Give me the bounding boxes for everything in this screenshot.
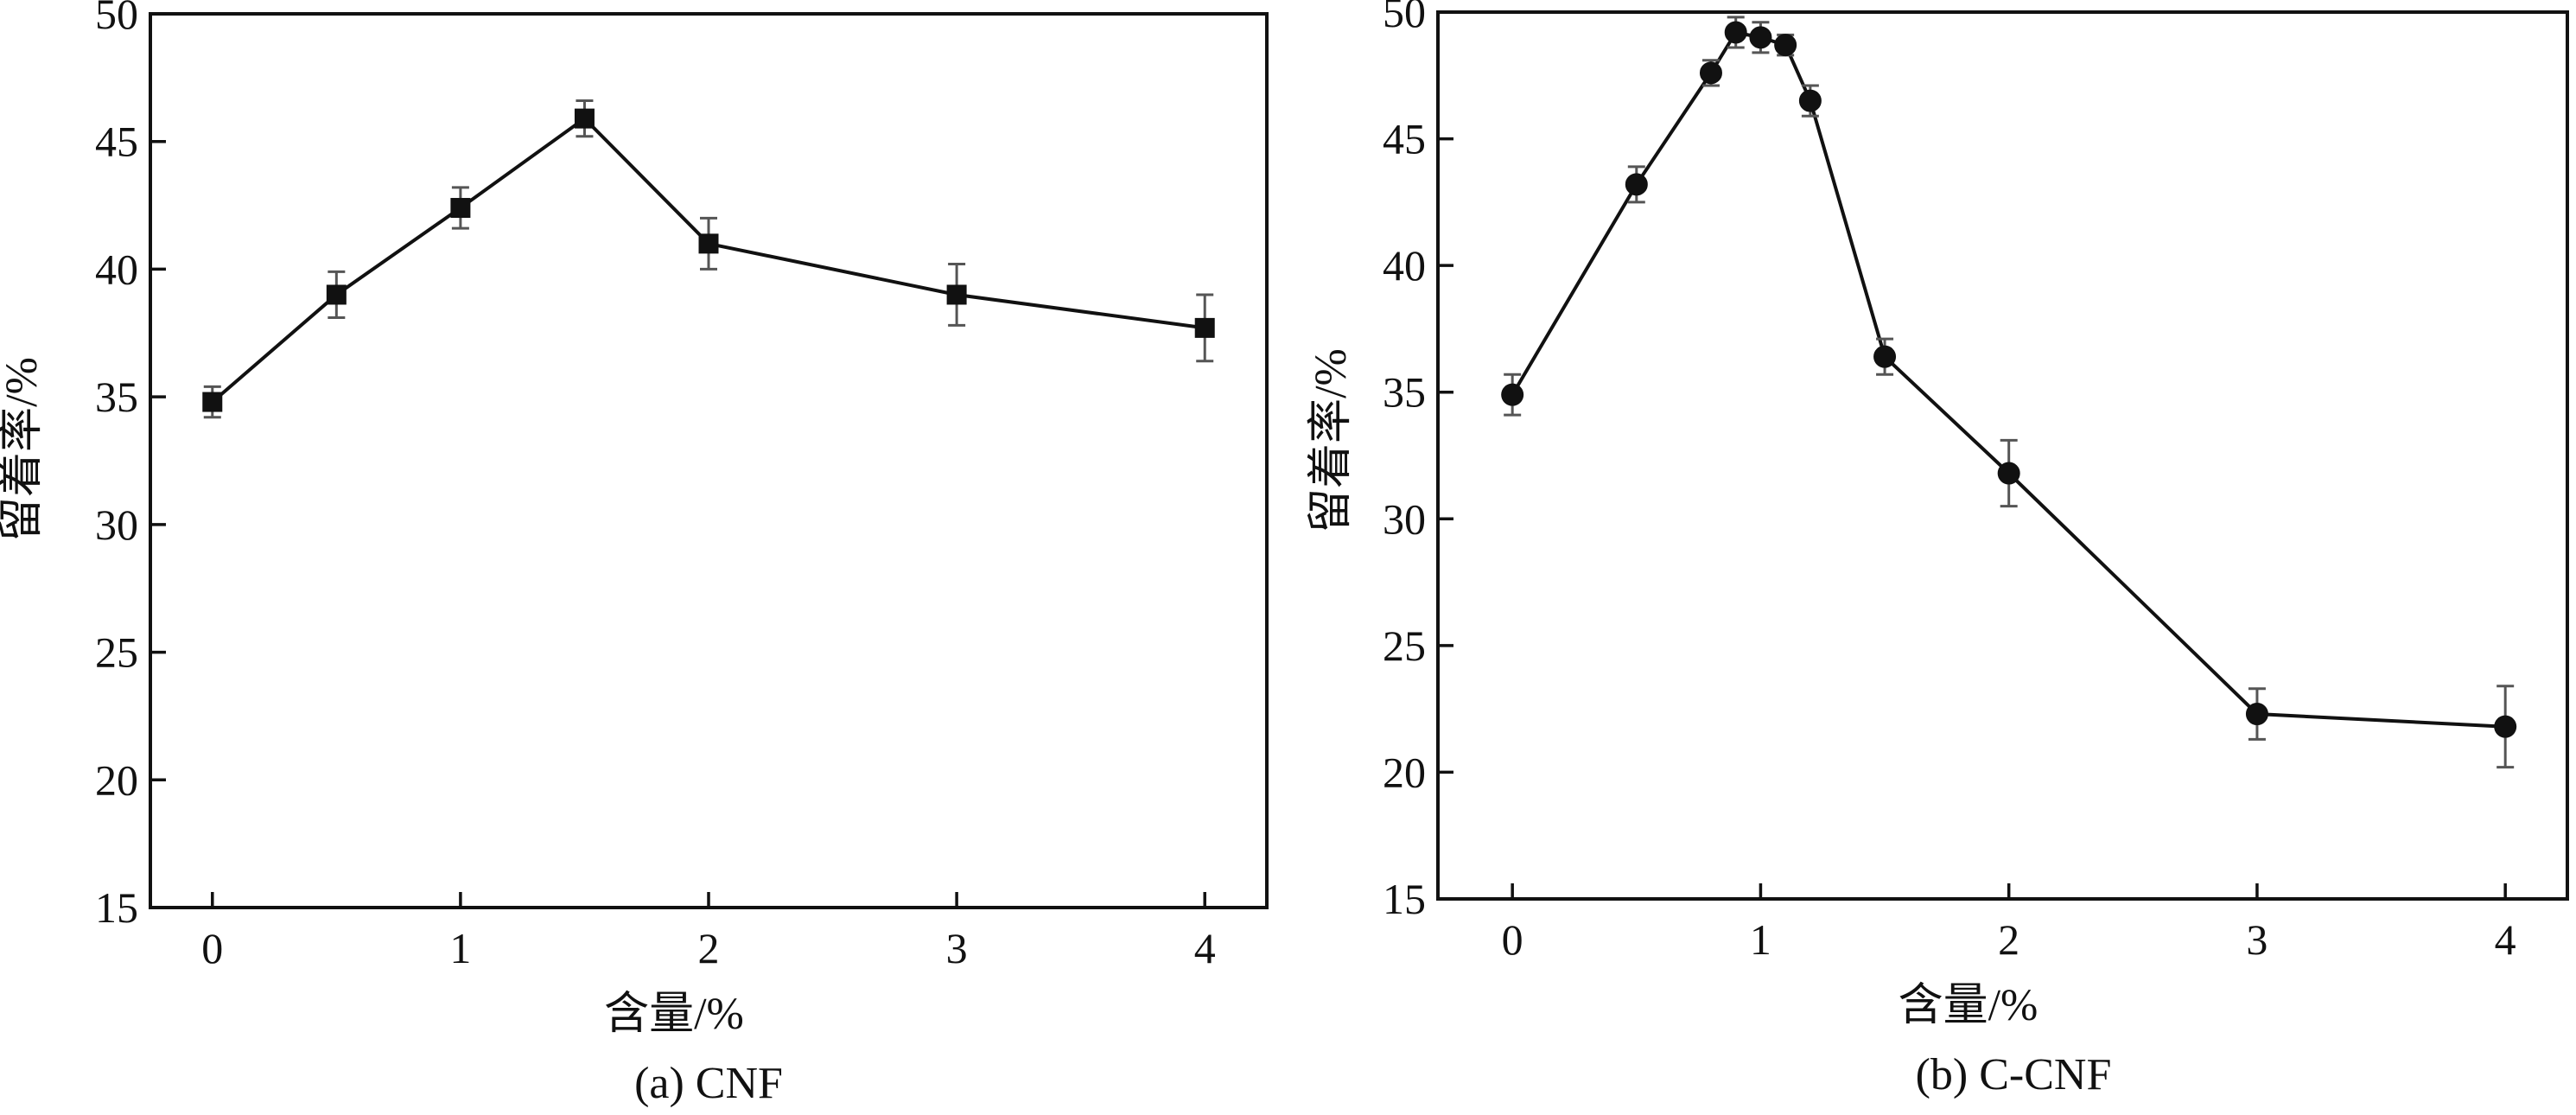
x-tick-label: 1 (1750, 915, 1771, 964)
y-tick-label: 35 (95, 373, 138, 421)
y-tick-label: 15 (95, 883, 138, 932)
y-tick-label: 50 (95, 0, 138, 38)
chart-panel-b: 15 20 25 30 35 40 45 50 0 1 2 3 4 留着率/% 含量/% (b) C-CNF (1307, 0, 2569, 1099)
data-point (698, 233, 719, 254)
data-point (450, 198, 471, 219)
y-axis-label: 留着率/% (1307, 348, 1356, 533)
data-point (946, 284, 967, 305)
data-point (574, 108, 595, 129)
data-point (1873, 345, 1897, 368)
y-tick-label: 45 (1383, 115, 1426, 163)
plot-frame (149, 12, 1269, 909)
data-point (326, 284, 347, 305)
data-point (2494, 715, 2517, 738)
x-tick-label: 0 (1502, 915, 1523, 964)
y-tick-label: 45 (95, 118, 138, 166)
data-point (1798, 89, 1822, 112)
y-tick-label: 50 (1383, 0, 1426, 36)
y-tick-label: 35 (1383, 368, 1426, 417)
x-tick-label: 0 (201, 924, 223, 972)
y-tick-label: 20 (1383, 748, 1426, 796)
x-axis-label: 含量/% (1899, 981, 2039, 1030)
y-tick-label: 25 (95, 628, 138, 677)
data-point (1749, 26, 1772, 49)
panel-caption: (b) C-CNF (1916, 1050, 2112, 1099)
chart-panel-a: 15 20 25 30 35 40 45 50 0 1 2 3 4 留着率/% 含量/% (a) CNF (0, 0, 1269, 1108)
data-point (1699, 61, 1722, 85)
y-tick-label: 15 (1383, 875, 1426, 923)
y-tick-label: 25 (1383, 621, 1426, 670)
x-axis-label: 含量/% (604, 990, 744, 1039)
y-tick-label: 30 (95, 500, 138, 549)
data-point (1625, 173, 1648, 196)
x-tick-label: 1 (449, 924, 471, 972)
data-point (2245, 703, 2268, 726)
y-tick-label: 40 (1383, 241, 1426, 290)
data-point (1997, 462, 2020, 485)
y-tick-label: 40 (95, 245, 138, 293)
series-line (1511, 30, 2506, 729)
x-tick-label: 4 (2495, 915, 2516, 964)
y-axis-label: 留着率/% (0, 357, 47, 542)
y-tick-label: 20 (95, 755, 138, 804)
x-tick-label: 3 (946, 924, 968, 972)
x-tick-label: 4 (1194, 924, 1216, 972)
y-tick-label: 30 (1383, 494, 1426, 543)
data-point (1774, 34, 1797, 57)
data-point (1724, 21, 1747, 44)
panel-caption: (a) CNF (634, 1059, 783, 1108)
plot-frame (1436, 10, 2569, 901)
x-tick-label: 3 (2246, 915, 2268, 964)
x-tick-label: 2 (698, 924, 720, 972)
data-point (202, 392, 223, 412)
x-tick-label: 2 (1998, 915, 2019, 964)
data-point (1194, 317, 1215, 338)
data-point (1501, 383, 1524, 406)
